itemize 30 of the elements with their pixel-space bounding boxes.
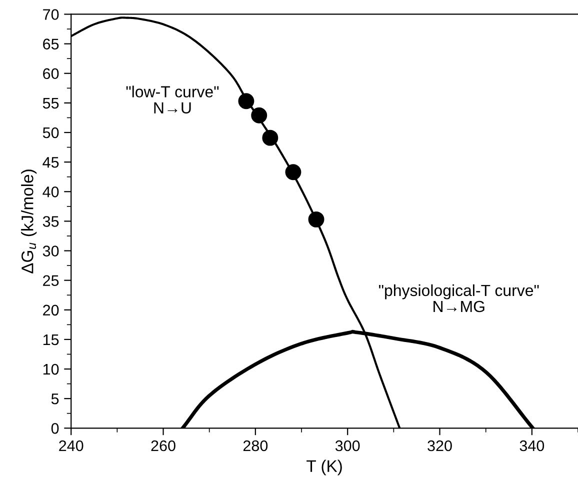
y-tick-label: 45 (42, 157, 59, 168)
y-tick-label: 35 (42, 216, 59, 227)
y-tick-label: 40 (42, 186, 59, 198)
y-tick-label: 5 (51, 394, 59, 404)
y-tick-label: 25 (43, 275, 59, 286)
x-tick-label: 320 (428, 440, 452, 452)
point (262, 130, 278, 146)
y-tick-label: 30 (42, 246, 59, 256)
annotation: "low-T curve" N→U (126, 86, 219, 114)
y-tick-label: 0 (51, 423, 59, 434)
point (251, 107, 268, 124)
y-tick-label: 55 (42, 98, 59, 109)
x-tick-label: 280 (243, 440, 268, 452)
point (285, 164, 302, 180)
y-tick-label: 60 (43, 68, 59, 80)
x-tick-label: 240 (59, 440, 84, 452)
y-axis-title: ΔG$_{u}$ (kJ/mole) (21, 170, 37, 274)
y-tick-label: 20 (43, 304, 59, 316)
x-axis-title: T (K) (306, 460, 342, 476)
y-tick-label: 15 (43, 334, 59, 346)
x-tick-label: 260 (151, 440, 176, 452)
y-tick-label: 70 (43, 9, 59, 20)
point (238, 93, 254, 110)
y-tick-label: 50 (42, 127, 59, 138)
x-tick-label: 300 (335, 440, 360, 452)
y-tick-label: 10 (43, 364, 59, 375)
y-tick-label: 65 (43, 38, 59, 50)
point (308, 211, 324, 228)
annotation: "physiological-T curve" N→MG (379, 284, 539, 312)
x-tick-label: 340 (520, 440, 544, 452)
